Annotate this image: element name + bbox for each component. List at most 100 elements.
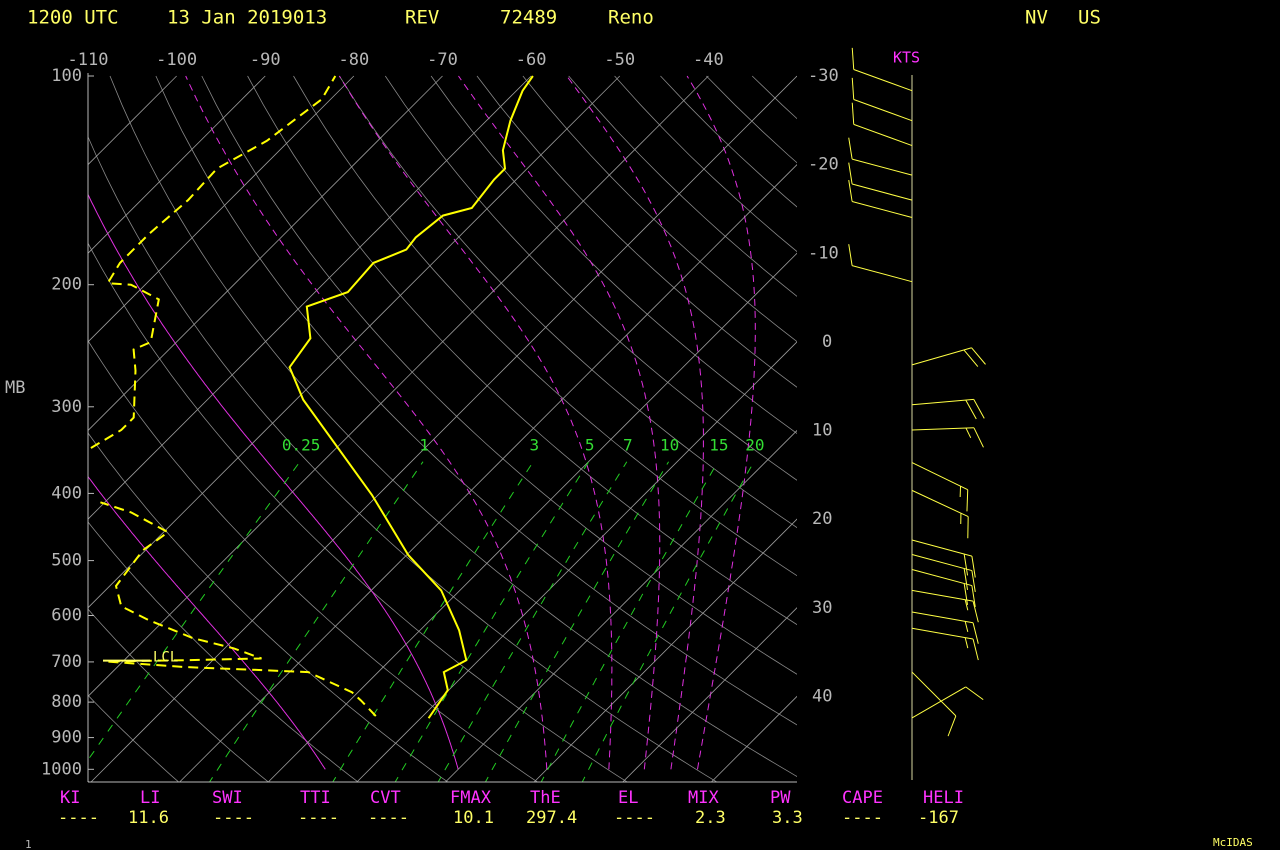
isotherm [267,252,797,782]
temperature-line [288,75,534,719]
barb-shaft [911,627,974,640]
y-tick-label: 700 [51,652,82,672]
x-tick-label: -110 [68,50,109,70]
wind-barb [911,462,969,512]
dry-adiabat [155,75,797,726]
index-value: ---- [213,808,254,828]
index-value: 2.3 [695,808,726,828]
barb-shaft [911,589,974,602]
isotherm [88,75,621,609]
wind-barb [848,244,913,283]
barb-feather [848,137,853,160]
dry-adiabat [88,339,539,782]
right-tick-label: -10 [808,243,839,263]
wind-barb [851,47,913,92]
barb-feather [971,347,986,365]
mixing-ratio-line [332,461,534,782]
barb-feather [848,162,853,185]
moist-adiabat [338,75,613,770]
isotherm [444,429,797,782]
mixing-ratio-label: 1 [419,436,429,455]
isotherm [179,164,797,782]
dry-adiabat [88,694,180,782]
dry-adiabat [88,135,718,782]
dry-adiabat [293,75,797,577]
x-tick-label: -40 [693,50,724,70]
x-tick-label: -70 [427,50,458,70]
dry-adiabat [88,432,449,782]
isotherm [533,518,797,782]
barb-feather [972,638,979,661]
header-time: 1200 UTC [27,7,119,29]
x-tick-label: -50 [604,50,635,70]
header-city: Reno [608,7,654,29]
x-tick-label: -100 [156,50,197,70]
dry-adiabat [109,75,797,777]
index-label: FMAX [450,788,492,808]
moist-adiabat [185,75,548,770]
isotherm [88,75,443,432]
index-value: 3.3 [772,808,803,828]
wind-barb [911,554,976,593]
index-value: 10.1 [453,808,494,828]
dry-adiabat [201,75,797,675]
index-label: KI [60,788,80,808]
dry-adiabat [476,75,797,388]
dry-adiabat [0,76,1,784]
wind-barb [911,347,986,367]
barb-feather [972,622,979,644]
wind-barb [911,539,976,578]
dry-adiabat [88,780,90,782]
index-value: 11.6 [128,808,169,828]
isotherm [90,75,797,782]
wind-barb [911,611,979,644]
barb-shaft [851,265,913,283]
isotherm [88,75,266,254]
barb-feather [963,568,969,590]
barb-shaft [911,539,973,557]
index-value: -167 [918,808,959,828]
y-tick-label: 900 [51,728,82,748]
isotherm [88,75,532,520]
barb-feather [963,553,969,576]
index-value: ---- [842,808,883,828]
barb-feather [973,427,984,448]
barb-shaft [851,158,913,176]
wind-barb [848,137,913,176]
background-lines [0,75,1280,784]
right-tick-label: -30 [808,66,839,86]
wind-barb [911,398,985,420]
wind-barb [848,162,913,201]
isotherm [622,607,797,782]
wind-barb [848,179,913,219]
y-tick-label: 300 [51,397,82,417]
wind-barb [911,589,979,623]
header-state: NV [1025,7,1048,29]
y-tick-label: 600 [51,605,82,625]
mixing-ratio-label: 20 [745,436,764,455]
dry-adiabat [660,75,797,208]
moist-adiabat [686,75,756,770]
barb-feather [965,427,972,439]
x-tick-label: -90 [250,50,281,70]
wind-barb [911,489,969,539]
barb-feather [971,570,976,593]
barb-feather [972,601,979,623]
index-value: 297.4 [526,808,577,828]
mixing-ratio-label: 7 [623,436,633,455]
y-tick-label: 100 [51,66,82,86]
dry-adiabat [247,75,797,626]
right-tick-label: -20 [808,155,839,175]
index-label: CAPE [842,788,883,808]
barb-feather [965,399,977,420]
right-tick-label: 10 [812,421,832,441]
page-number: 1 [25,838,32,850]
wind-barb [911,569,976,608]
barb-shaft [911,554,973,572]
index-label: PW [770,788,791,808]
dry-adiabat [798,76,1280,784]
mixing-ratio-line [540,461,719,782]
wind-barb [911,671,957,737]
wind-barb [851,77,913,122]
barb-feather [966,489,969,512]
